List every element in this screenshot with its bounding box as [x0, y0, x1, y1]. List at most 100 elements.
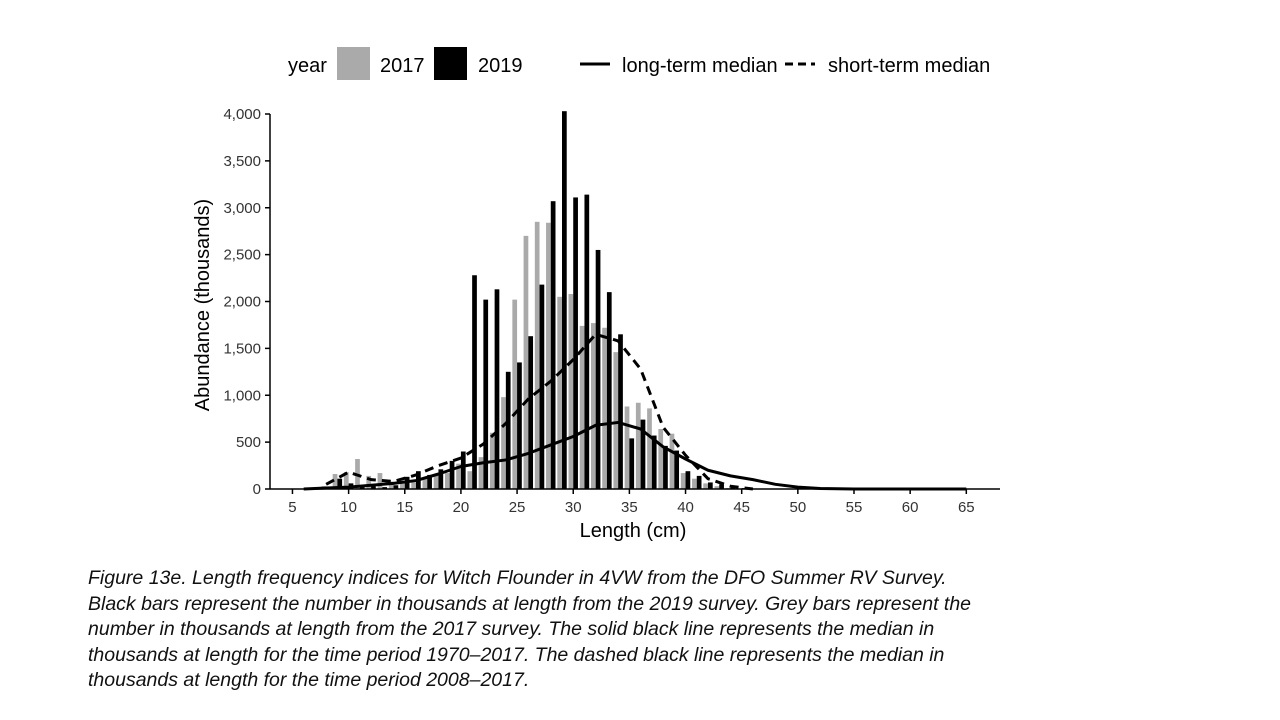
bar-2019-14 — [393, 485, 399, 489]
bar-2019-39 — [674, 450, 680, 489]
chart-legend: year 2017 2019 long-term median short-te… — [288, 47, 990, 80]
bar-2017-15 — [400, 483, 405, 490]
y-tick-label: 0 — [253, 481, 261, 498]
legend-swatch-2019 — [434, 47, 467, 80]
bar-2017-36 — [635, 402, 641, 489]
bar-2017-9 — [332, 474, 338, 489]
bar-2019-19 — [449, 460, 455, 490]
bar-2017-37 — [647, 408, 652, 490]
x-tick-label: 25 — [509, 499, 526, 516]
x-tick-label: 5 — [288, 499, 296, 516]
bar-2019-34 — [618, 334, 623, 489]
bar-2019-32 — [595, 249, 601, 489]
y-tick-label: 500 — [236, 434, 261, 451]
x-tick-label: 50 — [790, 499, 807, 516]
y-tick-label: 2,500 — [223, 247, 261, 264]
x-tick-label: 55 — [846, 499, 863, 516]
series-2019-bars — [326, 111, 747, 490]
bar-2017-43 — [714, 486, 720, 489]
x-tick-label: 30 — [565, 499, 582, 516]
x-tick-label: 10 — [340, 499, 357, 516]
bar-2019-24 — [505, 371, 511, 489]
bar-2017-28 — [546, 222, 551, 489]
x-tick-label: 15 — [396, 499, 413, 516]
bar-2017-25 — [512, 299, 518, 490]
length-frequency-chart: year 2017 2019 long-term median short-te… — [192, 47, 1000, 542]
short-term-median-line — [325, 332, 754, 491]
bar-2019-12 — [371, 486, 376, 489]
bar-2019-27 — [539, 284, 545, 490]
bar-2017-10 — [343, 472, 349, 490]
bar-2019-30 — [573, 197, 578, 489]
bar-2017-33 — [602, 327, 607, 489]
bar-2017-38 — [658, 429, 664, 489]
y-tick-label: 3,500 — [223, 153, 261, 170]
legend-label-2019: 2019 — [478, 55, 523, 77]
y-tick-label: 1,000 — [223, 387, 261, 404]
median-lines — [303, 332, 967, 491]
bar-2019-31 — [584, 194, 590, 490]
bar-2019-37 — [651, 435, 657, 489]
bar-2019-21 — [472, 275, 477, 489]
caption-line: number in thousands at length from the 2… — [88, 618, 935, 640]
bar-2019-33 — [606, 292, 612, 490]
bar-2017-35 — [624, 406, 630, 489]
caption-line: thousands at length for the time period … — [88, 669, 530, 691]
long-term-median-line — [303, 420, 967, 491]
series-2017-bars — [321, 221, 742, 490]
bar-2017-29 — [557, 296, 562, 489]
x-tick-label: 45 — [733, 499, 750, 516]
bar-2019-22 — [483, 299, 489, 490]
caption-line: thousands at length for the time period … — [88, 643, 945, 666]
bar-2019-42 — [708, 482, 713, 489]
y-tick-label: 4,000 — [223, 106, 261, 123]
x-axis-title: Length (cm) — [580, 520, 687, 542]
bar-2019-17 — [427, 474, 432, 489]
bar-2017-24 — [501, 397, 506, 490]
bar-2019-36 — [640, 419, 646, 490]
bar-2019-41 — [696, 475, 702, 490]
bar-2019-28 — [550, 201, 556, 489]
bar-2017-41 — [692, 478, 697, 489]
bar-2019-38 — [663, 445, 668, 490]
bar-2019-9 — [337, 478, 343, 489]
caption-line: Black bars represent the number in thous… — [88, 592, 972, 615]
x-tick-label: 40 — [677, 499, 694, 516]
caption-line: Figure 13e. Length frequency indices for… — [88, 567, 947, 589]
bar-2019-25 — [517, 362, 522, 489]
bar-2017-20 — [456, 463, 461, 489]
bar-2019-35 — [629, 438, 635, 490]
y-tick-label: 3,000 — [223, 200, 261, 217]
bar-2019-29 — [562, 111, 567, 489]
bar-2017-26 — [523, 235, 529, 489]
legend-label-long-term: long-term median — [622, 55, 778, 77]
bar-2017-40 — [680, 473, 686, 489]
bar-2019-11 — [359, 487, 365, 490]
bar-2019-23 — [494, 289, 500, 489]
bar-2017-17 — [422, 477, 428, 489]
y-tick-label: 1,500 — [223, 340, 261, 357]
bar-2017-12 — [366, 475, 372, 490]
chart-axes: 0 500 1,000 1,500 2,000 2,500 3,000 3,500 4,000 5… — [223, 106, 1000, 516]
figure-caption: Figure 13e. Length frequency indices for… — [88, 566, 1108, 694]
x-tick-label: 35 — [621, 499, 638, 516]
bar-2017-34 — [613, 352, 619, 490]
x-tick-label: 65 — [958, 499, 975, 516]
bar-2019-43 — [719, 484, 724, 489]
x-tick-label: 20 — [453, 499, 470, 516]
bar-2017-30 — [568, 294, 574, 489]
legend-swatch-2017 — [337, 47, 370, 80]
bar-2017-18 — [433, 474, 439, 489]
bar-2017-42 — [703, 483, 708, 490]
legend-label-2017: 2017 — [380, 55, 425, 77]
bar-2017-16 — [411, 482, 416, 489]
bar-2017-39 — [669, 433, 675, 489]
bar-2019-40 — [685, 471, 691, 489]
bar-2019-13 — [382, 487, 388, 490]
y-axis-title: Abundance (thousands) — [192, 199, 214, 411]
legend-title: year — [288, 55, 327, 77]
bar-2017-14 — [388, 481, 394, 489]
bar-2017-19 — [444, 473, 450, 489]
bar-2019-18 — [438, 469, 444, 489]
bar-2017-13 — [377, 473, 383, 489]
